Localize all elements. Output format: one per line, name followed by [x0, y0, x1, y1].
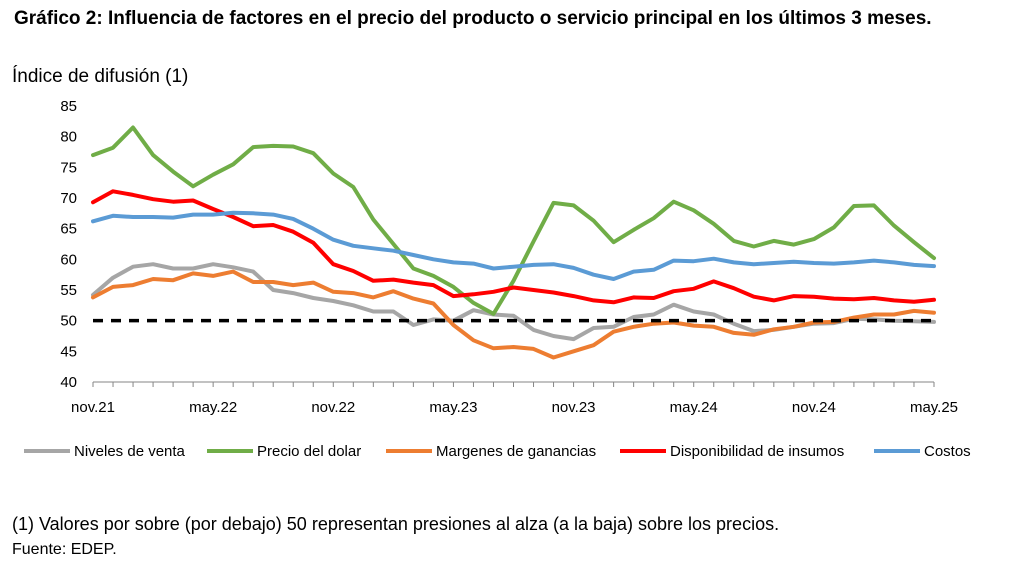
x-tick-label: nov.23: [552, 399, 596, 416]
series-line: [91, 125, 936, 316]
series-line: [91, 189, 936, 305]
y-tick-label: 80: [60, 129, 77, 146]
line-chart: 40 45 50 55 60 65 70 75 80 85 nov.21 may.22 nov.22 ma…: [24, 98, 971, 460]
x-tick-label: nov.22: [311, 399, 355, 416]
x-tick-label: nov.24: [792, 399, 836, 416]
x-tick-label: may.23: [429, 399, 477, 416]
y-tick-label: 55: [60, 282, 77, 299]
x-tick-label: nov.21: [71, 399, 115, 416]
legend-label: Costos: [924, 443, 971, 460]
legend-label: Margenes de ganancias: [436, 443, 596, 460]
source-note: Fuente: EDEP.: [12, 541, 117, 558]
y-tick-label: 45: [60, 343, 77, 360]
x-tick-label: may.25: [910, 399, 958, 416]
y-axis-label: Índice de difusión (1): [12, 66, 189, 87]
y-tick-label: 75: [60, 159, 77, 176]
legend-label: Precio del dolar: [257, 443, 361, 460]
x-tick-label: may.24: [670, 399, 718, 416]
series-line: [91, 210, 936, 281]
y-tick-label: 70: [60, 190, 77, 207]
x-tick-label: may.22: [189, 399, 237, 416]
legend-label: Niveles de venta: [74, 443, 186, 460]
y-tick-label: 65: [60, 221, 77, 238]
series-line: [91, 269, 936, 360]
y-tick-label: 60: [60, 251, 77, 268]
legend-label: Disponibilidad de insumos: [670, 443, 844, 460]
y-tick-label: 50: [60, 313, 77, 330]
y-tick-label: 85: [60, 98, 77, 115]
y-tick-label: 40: [60, 374, 77, 391]
footnote: (1) Valores por sobre (por debajo) 50 re…: [12, 514, 780, 534]
chart-title: Gráfico 2: Influencia de factores en el …: [14, 8, 932, 29]
